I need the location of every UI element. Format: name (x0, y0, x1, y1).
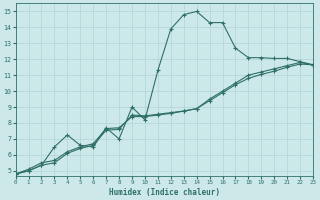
X-axis label: Humidex (Indice chaleur): Humidex (Indice chaleur) (109, 188, 220, 197)
